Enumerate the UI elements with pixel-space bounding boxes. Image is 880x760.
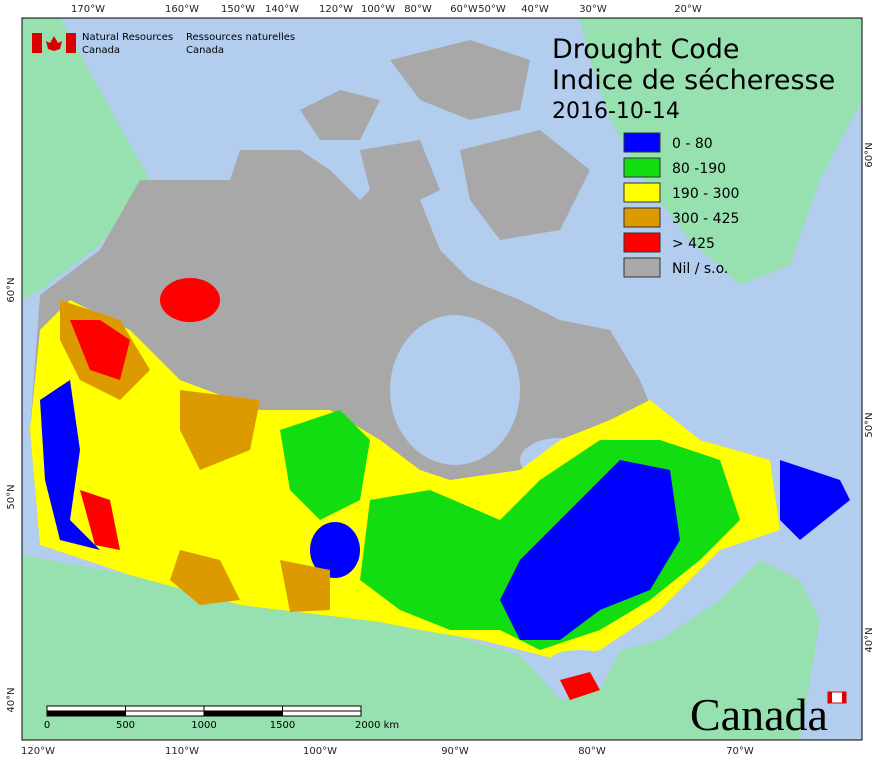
scale-label: 1000 (191, 720, 216, 731)
org-fr: Ressources naturelles (186, 32, 295, 43)
legend-swatch (623, 157, 661, 178)
legend-swatch (623, 182, 661, 203)
scale-label: 2000 km (355, 720, 399, 731)
legend-label: 80 -190 (672, 161, 726, 177)
wordmark: Canada (690, 689, 828, 740)
class-0-80 (500, 460, 680, 640)
left-tick-label: 40°N (6, 687, 17, 712)
right-tick-label: 40°N (864, 627, 875, 652)
flag-bar (32, 33, 42, 53)
class-300-425 (280, 560, 330, 612)
top-tick-label: 50°W (478, 4, 506, 15)
class-300-425 (180, 390, 260, 470)
great-lakes (550, 650, 610, 670)
class-gt-425 (70, 320, 130, 380)
bottom-tick-label: 120°W (21, 746, 55, 757)
top-tick-label: 170°W (71, 4, 105, 15)
legend-label: Nil / s.o. (672, 261, 728, 277)
org-en: Natural Resources (82, 32, 173, 43)
class-0-80 (40, 380, 100, 550)
scale-segment (125, 705, 205, 712)
top-tick-label: 20°W (674, 4, 702, 15)
arctic-islands (300, 40, 590, 240)
island (460, 130, 590, 240)
flag-bar (66, 33, 76, 53)
drought-areas (30, 278, 850, 700)
scale-segment (282, 705, 362, 712)
top-tick-label: 150°W (221, 4, 255, 15)
class-300-425 (170, 550, 240, 605)
scale-segment (282, 710, 362, 717)
bottom-tick-label: 100°W (303, 746, 337, 757)
top-tick-label: 140°W (265, 4, 299, 15)
top-tick-label: 160°W (165, 4, 199, 15)
island (390, 40, 530, 120)
class-gt-425 (160, 278, 220, 322)
hudson-bay (390, 315, 520, 465)
legend-swatch (623, 207, 661, 228)
graticule-labels: 170°W 160°W 150°W 140°W 120°W 100°W 80°W 60°W 50… (6, 4, 875, 757)
top-tick-label: 40°W (521, 4, 549, 15)
date: 2016-10-14 (552, 99, 680, 124)
org-fr: Canada (186, 45, 224, 56)
scale-segment (203, 705, 283, 712)
legend: 0 - 80 80 -190 190 - 300 300 - 425 > 425 Nil … (623, 132, 739, 278)
class-gt-425 (80, 490, 120, 550)
nrcan-signature: Natural Resources Canada Ressources natu… (32, 32, 295, 56)
greenland (580, 18, 862, 285)
org-en: Canada (82, 45, 120, 56)
scale-segment (125, 710, 205, 717)
bottom-tick-label: 110°W (165, 746, 199, 757)
title-en: Drought Code (552, 34, 739, 65)
scale-label: 0 (44, 720, 50, 731)
legend-label: 0 - 80 (672, 136, 713, 152)
scale-bar: 0 500 1000 1500 2000 km (44, 705, 399, 731)
left-tick-label: 60°N (6, 277, 17, 302)
legend-label: > 425 (672, 236, 715, 252)
island (360, 140, 440, 210)
bottom-tick-label: 80°W (578, 746, 606, 757)
title-fr: Indice de sécheresse (552, 65, 835, 96)
class-80-190 (280, 410, 370, 520)
right-tick-label: 50°N (864, 412, 875, 437)
top-tick-label: 60°W (450, 4, 478, 15)
scale-segment (46, 705, 126, 712)
top-tick-label: 100°W (361, 4, 395, 15)
bottom-tick-label: 70°W (726, 746, 754, 757)
wordmark-flag-bar (842, 692, 846, 703)
map-frame (21, 17, 863, 741)
class-gt-425 (560, 672, 600, 700)
scale-label: 1500 (270, 720, 295, 731)
wordmark-flag-bar (828, 692, 832, 703)
island (300, 90, 380, 140)
scale-label: 500 (116, 720, 135, 731)
legend-swatch (623, 257, 661, 278)
bottom-tick-label: 90°W (441, 746, 469, 757)
legend-swatch (623, 132, 661, 153)
class-0-80 (780, 460, 850, 540)
top-tick-label: 120°W (319, 4, 353, 15)
canada-wordmark: Canada (690, 689, 847, 740)
left-tick-label: 50°N (6, 484, 17, 509)
legend-label: 300 - 425 (672, 211, 739, 227)
scale-segment (46, 710, 126, 717)
flag-leaf (46, 36, 62, 51)
legend-swatch (623, 232, 661, 253)
right-tick-label: 60°N (864, 142, 875, 167)
top-tick-label: 30°W (579, 4, 607, 15)
class-0-80 (310, 522, 360, 578)
alaska (22, 18, 150, 300)
scale-segment (203, 710, 283, 717)
legend-label: 190 - 300 (672, 186, 739, 202)
map-body (22, 18, 862, 740)
top-tick-label: 80°W (404, 4, 432, 15)
